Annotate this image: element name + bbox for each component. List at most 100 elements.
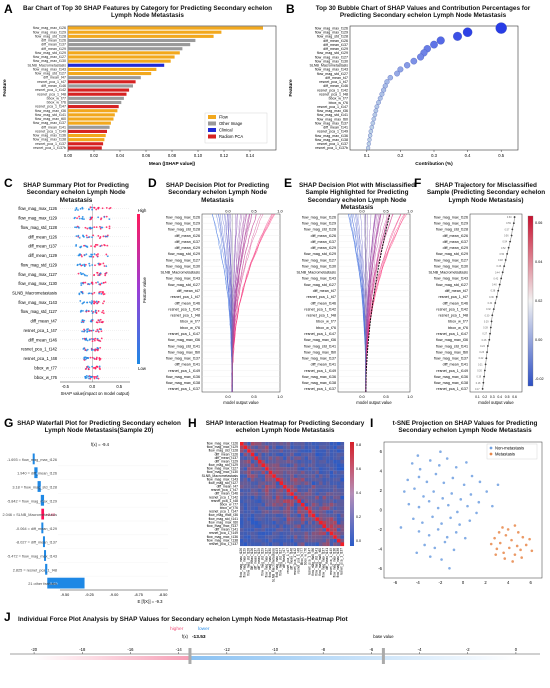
chart-h-cell — [261, 452, 266, 457]
chart-e-ylabel-27: flow_mag_max_t138 — [302, 381, 336, 385]
chart-h-cell — [326, 495, 330, 500]
chart-h-cell — [304, 502, 309, 507]
chart-f-value-13: 0.36 — [489, 296, 494, 299]
chart-h-cell — [311, 513, 316, 518]
chart-f-value-20: 0.26 — [482, 339, 487, 342]
chart-a-bar-12 — [68, 76, 141, 80]
chart-h-cell — [318, 528, 323, 532]
chart-h-ylabel-20: flow_mag_max_t36 — [209, 513, 239, 517]
chart-c-point — [79, 253, 82, 256]
chart-i-point-non-metastasis — [436, 506, 440, 510]
chart-b-ylabel-2: flow_mag_std_t128 — [317, 35, 348, 39]
chart-f-colorbar-tick: 0.04 — [535, 260, 542, 264]
chart-h-ylabel-1: flow_mag_max_t129 — [207, 445, 238, 449]
chart-a-ylabel-10: flow_mag_max_t143 — [33, 67, 66, 71]
chart-h-cell — [243, 467, 248, 471]
chart-h-cell — [326, 467, 330, 471]
chart-h-cell — [290, 477, 294, 482]
chart-h-cell — [311, 531, 316, 536]
chart-c-point — [104, 244, 106, 247]
chart-a-ylabel-28: resnet_pca_1_t137 — [35, 142, 66, 146]
panel-g-title: SHAP Waterfall Plot for Predicting Secon… — [17, 420, 181, 435]
chart-d-ylabel-20: flow_mag_max_t36 — [168, 338, 200, 342]
chart-c-point — [83, 254, 86, 257]
chart-i-point-non-metastasis — [415, 551, 419, 555]
chart-c-point — [97, 253, 99, 255]
chart-h-cell — [272, 510, 276, 514]
chart-h-cell — [311, 445, 316, 450]
chart-a-ylabel-18: bbox_w_t76 — [47, 101, 66, 105]
chart-c-point — [83, 359, 86, 361]
chart-f-point-24 — [484, 363, 487, 366]
chart-h-cell — [315, 445, 319, 450]
chart-i-point-non-metastasis — [448, 566, 451, 570]
chart-h-cell — [311, 542, 316, 547]
chart-g-ylabel-3: -5.842 = flow_mag_max_t129 — [7, 499, 57, 503]
chart-h-cell — [283, 510, 287, 514]
chart-h-cell — [265, 449, 269, 453]
chart-g-value-8: -0.04 — [47, 568, 56, 572]
chart-i-point-non-metastasis — [454, 531, 458, 534]
panel-letter-a: A — [4, 2, 13, 16]
chart-h-cell — [304, 492, 309, 496]
chart-c-point — [88, 264, 91, 267]
chart-f-ylabel-21: flow_mag_std_t141 — [436, 344, 468, 348]
chart-j-fx-value: -13.53 — [192, 634, 206, 640]
chart-h-cell — [275, 524, 280, 529]
chart-h-cell — [315, 442, 319, 446]
chart-d-xlabel: model output value — [223, 400, 259, 405]
chart-c-point — [90, 255, 93, 258]
chart-b-bubble-19 — [374, 104, 380, 109]
chart-h-cell — [272, 499, 276, 504]
chart-h-cell — [272, 485, 276, 489]
chart-h-cell — [283, 467, 287, 471]
chart-h-cell — [275, 456, 280, 461]
chart-h-cell — [286, 452, 291, 457]
chart-d-ylabel-1: flow_mag_max_t129 — [166, 222, 200, 226]
chart-a-bar-4 — [68, 43, 191, 47]
chart-h-cell — [326, 510, 330, 514]
chart-h-cell — [340, 502, 345, 507]
chart-f-trajectory-segment — [495, 296, 497, 304]
chart-h-cell — [283, 477, 287, 482]
chart-f-value-24: 0.21 — [478, 363, 483, 366]
chart-f-xtick-label: 0.6 — [512, 395, 517, 399]
chart-b-bubble-22 — [371, 116, 377, 122]
chart-h-cell — [315, 510, 319, 514]
chart-h-cell — [286, 456, 291, 461]
chart-c-point — [77, 254, 80, 257]
chart-h-cell — [257, 488, 262, 493]
chart-h-cell — [318, 510, 323, 514]
chart-f-xtick-label: 0.2 — [482, 395, 487, 399]
chart-c-point — [99, 328, 102, 331]
chart-c-point — [80, 264, 83, 267]
chart-h-cell — [272, 463, 276, 468]
chart-h-cell — [326, 517, 330, 521]
chart-h-cell — [336, 481, 341, 486]
chart-h-cell — [333, 495, 337, 500]
chart-h-cell — [257, 524, 262, 529]
chart-h-cell — [293, 499, 298, 504]
chart-i-point-non-metastasis — [445, 535, 449, 539]
chart-d-ylabel-14: diff_mean_t146 — [175, 301, 200, 305]
chart-c-point — [95, 321, 98, 324]
chart-i-point-metastasis — [504, 533, 508, 537]
chart-h-cell — [240, 492, 244, 496]
chart-h-ylabel-26: flow_mag_max_t136 — [207, 535, 238, 539]
chart-b-ylabel-16: resnet_pca_1_t48 — [319, 93, 348, 97]
chart-h-cell — [243, 506, 248, 511]
chart-i-point-non-metastasis — [432, 490, 435, 493]
chart-a-xtick-label: 0.08 — [168, 153, 177, 158]
chart-h-cell — [268, 485, 273, 489]
chart-h-cell — [326, 513, 330, 518]
chart-c-point — [100, 293, 103, 295]
chart-h-ylabel-0: flow_mag_max_t126 — [207, 442, 238, 446]
chart-f-trajectory-segment — [499, 278, 502, 285]
chart-e-ylabel-14: diff_mean_t146 — [311, 301, 336, 305]
chart-h-cell — [275, 520, 280, 525]
chart-c-point — [81, 216, 84, 218]
chart-h-cell — [340, 531, 345, 536]
chart-h-cell — [261, 531, 266, 536]
chart-h-cell — [300, 442, 305, 446]
chart-h-cell — [283, 459, 287, 464]
